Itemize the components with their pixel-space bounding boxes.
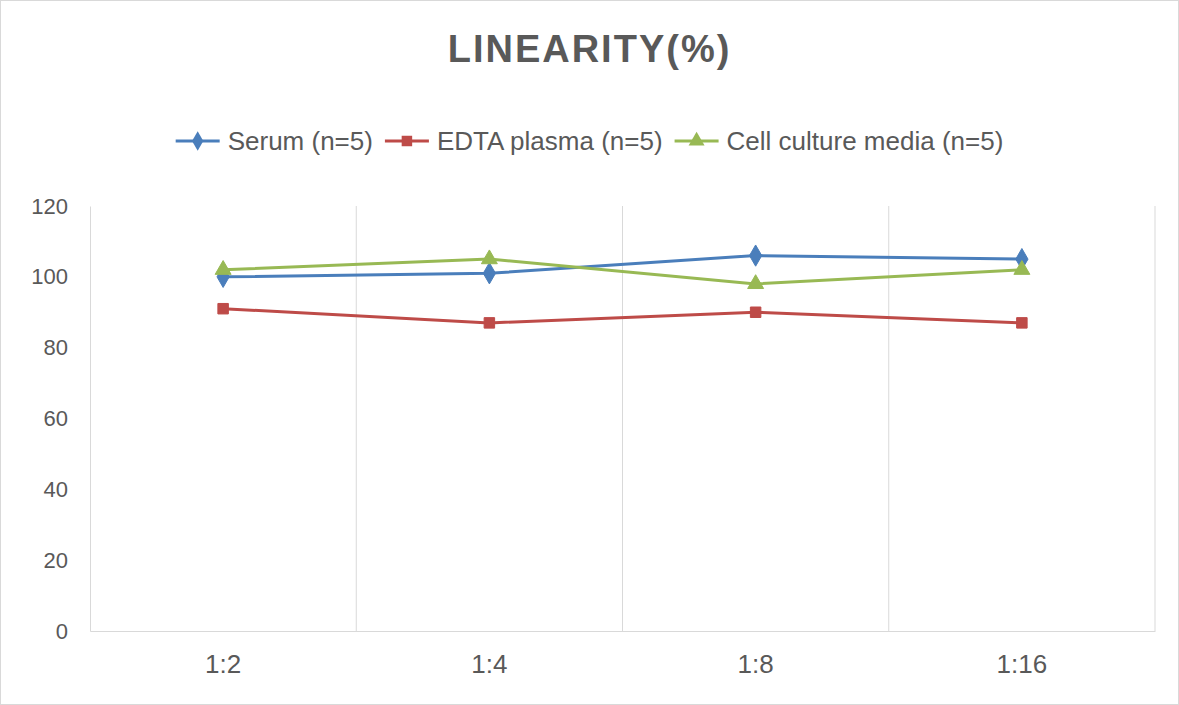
y-tick-label: 120 xyxy=(31,194,68,219)
series-marker xyxy=(218,303,228,313)
y-tick: 40 xyxy=(44,477,90,502)
series-marker xyxy=(483,263,495,284)
y-tick: 60 xyxy=(44,406,90,431)
chart-frame xyxy=(1,1,1179,705)
legend-label: EDTA plasma (n=5) xyxy=(437,126,663,156)
y-axis-line xyxy=(90,207,91,632)
x-tick-label: 1:2 xyxy=(205,649,241,679)
series-marker xyxy=(750,307,760,317)
y-tick-label: 100 xyxy=(31,264,68,289)
legend-item: Cell culture media (n=5) xyxy=(675,126,1004,156)
grid-line xyxy=(622,206,623,631)
series-marker xyxy=(1014,261,1030,275)
grid-line xyxy=(888,206,889,631)
series-marker xyxy=(484,318,494,328)
legend-marker xyxy=(192,131,203,151)
y-tick: 0 xyxy=(56,619,90,644)
x-axis-line xyxy=(91,631,1156,632)
title: LINEARITY(%) xyxy=(448,28,732,70)
x-axis: 1:2 1:4 1:8 1:16 xyxy=(91,631,1156,679)
grid xyxy=(356,206,1155,631)
y-tick-label: 0 xyxy=(56,619,68,644)
series-marker xyxy=(215,261,231,275)
series-marker xyxy=(481,250,497,264)
legend-marker xyxy=(689,132,705,146)
chart: LINEARITY(%) 0 20 40 60 80 100 120 1:2 1:4 1:8 1:16… xyxy=(0,0,1179,705)
legend: Serum (n=5) EDTA plasma (n=5) Cell culture… xyxy=(176,126,1004,156)
x-tick-label: 1:4 xyxy=(471,649,507,679)
legend-marker xyxy=(402,136,412,146)
series-line xyxy=(223,309,1022,323)
grid-line xyxy=(356,206,357,631)
y-tick-label: 80 xyxy=(44,335,68,360)
y-tick: 80 xyxy=(44,335,90,360)
legend-item: Serum (n=5) xyxy=(176,126,373,156)
legend-label: Cell culture media (n=5) xyxy=(727,126,1004,156)
y-axis: 0 20 40 60 80 100 120 xyxy=(31,194,90,644)
x-tick: 1:8 xyxy=(738,631,774,679)
y-tick-label: 60 xyxy=(44,406,68,431)
x-tick: 1:2 xyxy=(205,631,241,679)
x-tick-label: 1:8 xyxy=(738,649,774,679)
series-marker xyxy=(1017,318,1027,328)
y-tick-label: 40 xyxy=(44,477,68,502)
y-tick-label: 20 xyxy=(44,548,68,573)
x-tick: 1:4 xyxy=(471,631,507,679)
plot-area xyxy=(215,245,1030,328)
series-marker xyxy=(749,245,761,266)
legend-item: EDTA plasma (n=5) xyxy=(385,126,663,156)
y-tick: 20 xyxy=(44,548,90,573)
series-marker xyxy=(748,275,764,289)
legend-label: Serum (n=5) xyxy=(228,126,373,156)
x-tick-label: 1:16 xyxy=(997,649,1048,679)
y-tick: 100 xyxy=(31,264,90,289)
x-tick: 1:16 xyxy=(997,631,1048,679)
series-line xyxy=(223,259,1022,284)
y-tick: 120 xyxy=(31,194,90,219)
grid-line xyxy=(1155,206,1156,631)
